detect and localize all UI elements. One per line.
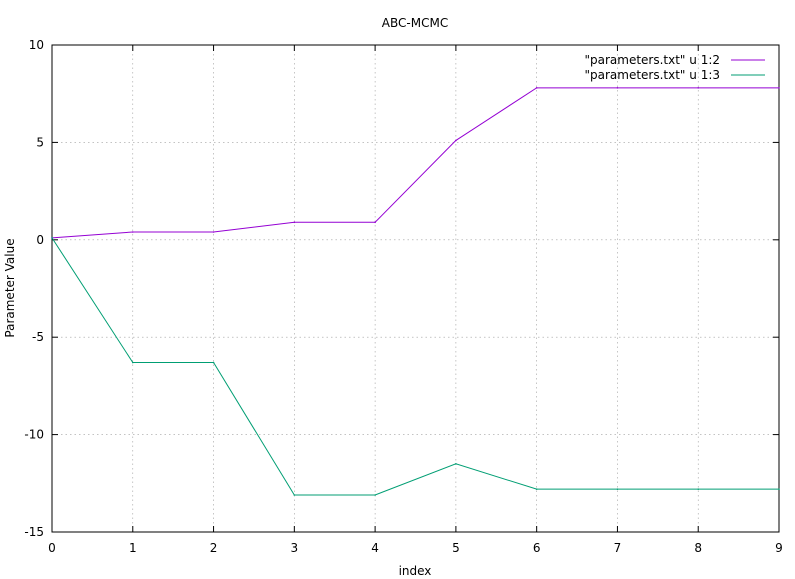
legend: "parameters.txt" u 1:2"parameters.txt" u… <box>584 53 765 82</box>
series-lines <box>51 87 780 496</box>
y-axis-label: Parameter Value <box>3 238 17 337</box>
data-point <box>293 221 296 224</box>
y-tick-label: 10 <box>29 38 44 52</box>
legend-label: "parameters.txt" u 1:2 <box>584 53 720 67</box>
axis-ticks: 0 1 2 3 4 5 6 7 8 9 10 5 0 -5 -10 -15 <box>24 38 782 555</box>
data-point <box>51 237 53 239</box>
data-point <box>131 361 134 364</box>
data-point <box>778 87 780 89</box>
data-point <box>374 221 376 224</box>
y-tick-label: 0 <box>36 233 44 247</box>
plot-frame <box>51 44 780 533</box>
chart-title: ABC-MCMC <box>382 16 448 30</box>
y-tick-label: -15 <box>24 525 44 539</box>
data-point <box>212 361 215 364</box>
data-point <box>535 87 538 89</box>
x-tick-label: 1 <box>129 541 137 555</box>
data-point <box>374 494 376 496</box>
data-point <box>455 139 457 142</box>
legend-label: "parameters.txt" u 1:3 <box>584 68 720 82</box>
y-tick-label: -10 <box>24 428 44 442</box>
x-tick-label: 0 <box>48 541 56 555</box>
data-point <box>212 231 215 233</box>
data-point <box>455 463 457 465</box>
x-tick-label: 6 <box>533 541 541 555</box>
x-tick-label: 2 <box>210 541 218 555</box>
y-tick-label: -5 <box>32 330 44 344</box>
data-point <box>616 87 619 89</box>
x-tick-label: 4 <box>371 541 379 555</box>
x-tick-label: 9 <box>775 541 783 555</box>
y-tick-label: 5 <box>36 135 44 149</box>
x-tick-label: 5 <box>452 541 460 555</box>
data-point <box>697 488 700 490</box>
x-axis-label: index <box>399 564 432 578</box>
x-tick-label: 3 <box>291 541 299 555</box>
x-tick-label: 8 <box>694 541 702 555</box>
data-point <box>697 87 700 89</box>
data-point <box>293 494 296 496</box>
series-line-2 <box>51 237 779 496</box>
x-tick-label: 7 <box>614 541 622 555</box>
series-line-1 <box>51 87 779 239</box>
data-point <box>131 231 134 233</box>
grid-lines <box>52 45 779 532</box>
data-point <box>778 488 780 490</box>
data-point <box>616 488 619 490</box>
data-point <box>535 488 538 490</box>
